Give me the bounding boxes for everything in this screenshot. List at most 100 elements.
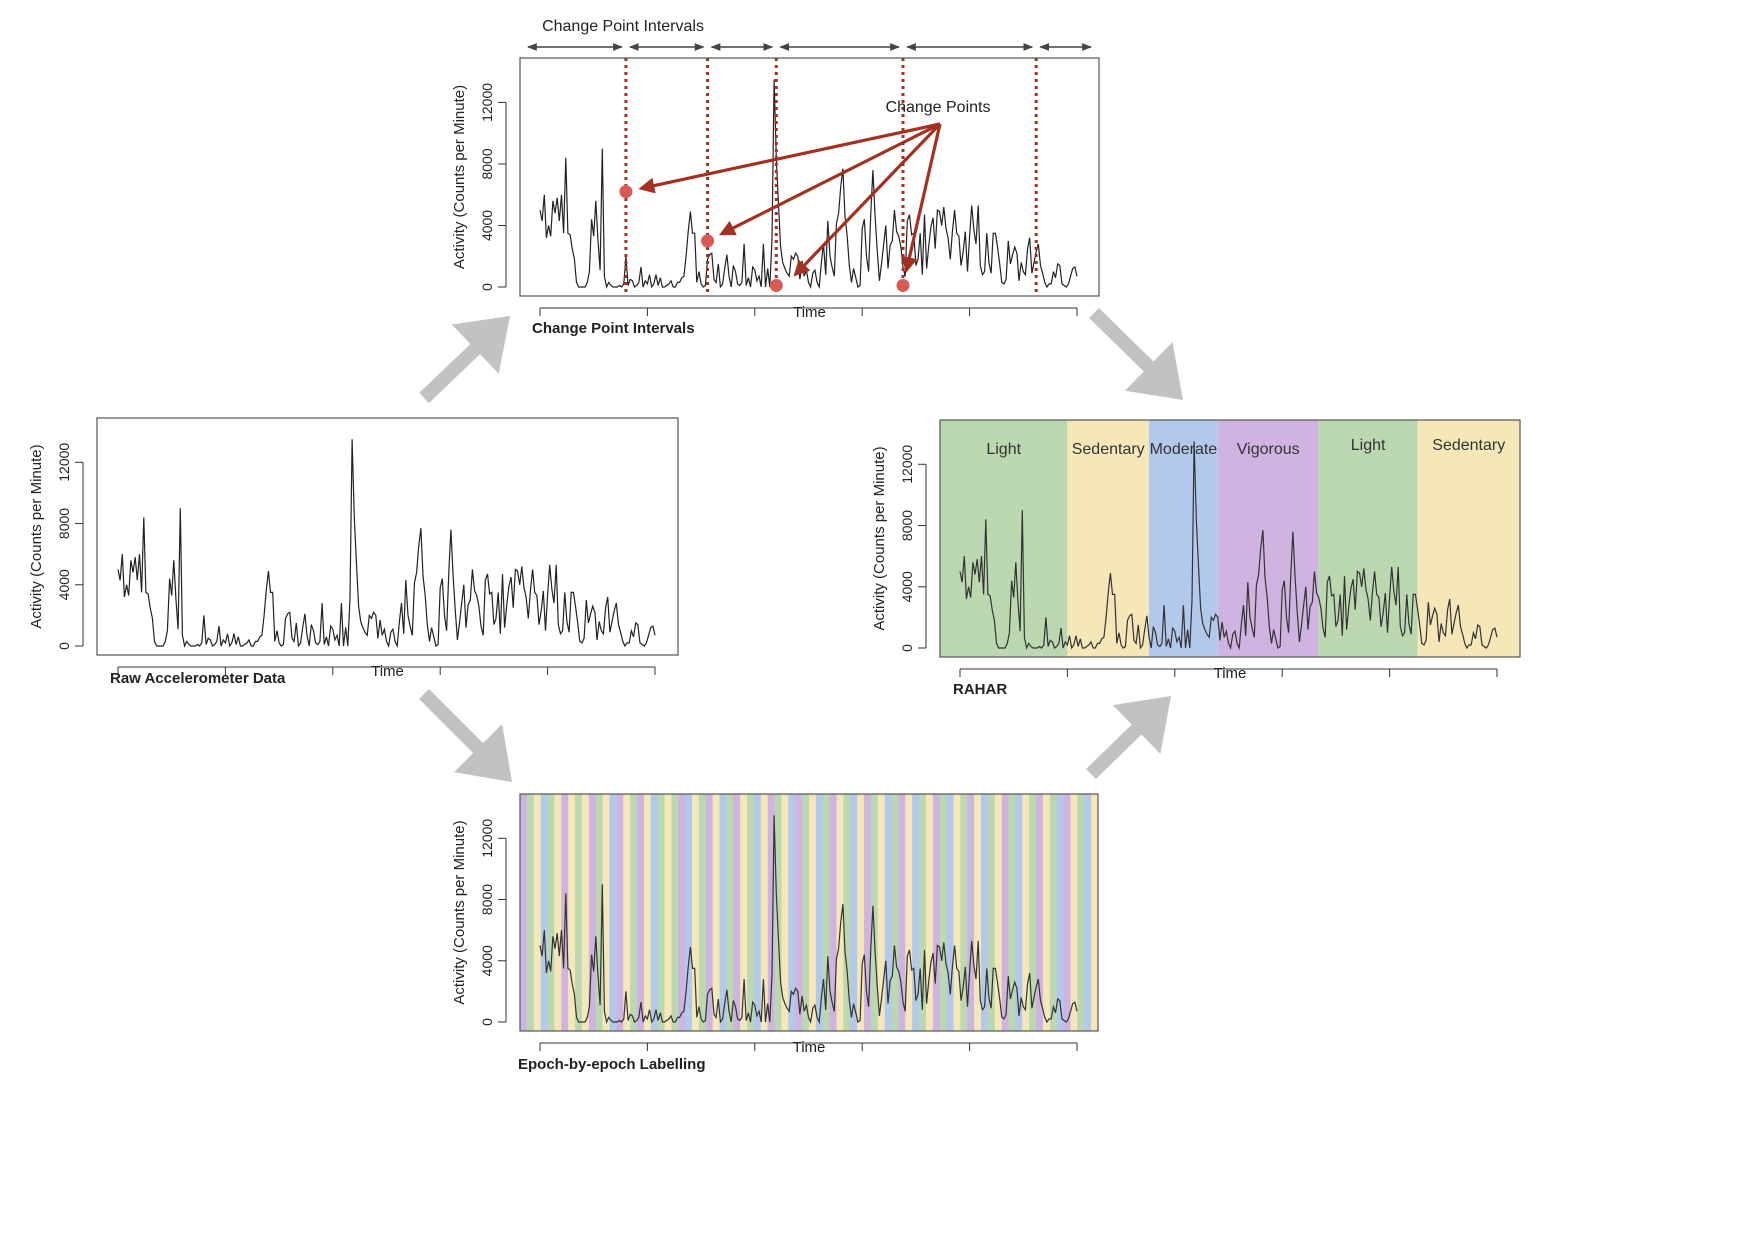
rahar-plot-frame [939, 419, 1521, 658]
epoch-band-light [891, 794, 900, 1031]
epoch-bands [520, 794, 1099, 1031]
epoch-band-sedentary [692, 794, 700, 1031]
flow-arrow-head [1112, 696, 1171, 754]
epoch-band-sedentary [809, 794, 817, 1031]
flow-arrow-head [454, 724, 512, 782]
epoch-band-sedentary [1022, 794, 1030, 1031]
flow-arrow-shaft [1089, 307, 1155, 373]
epoch-band-sedentary [568, 794, 576, 1031]
y-tick-label: 0 [479, 1018, 495, 1026]
y-tick-label: 12000 [479, 83, 495, 122]
epoch-caption: Epoch-by-epoch Labelling [518, 1056, 706, 1073]
epoch-band-sedentary [643, 794, 652, 1031]
epoch-band-light [1077, 794, 1085, 1031]
y-tick-label: 4000 [56, 569, 72, 600]
epoch-band-light [843, 794, 851, 1031]
epoch-band-sedentary [602, 794, 611, 1031]
segment-label-sedentary: Sedentary [1072, 441, 1145, 458]
epoch-band-vigorous [636, 794, 645, 1031]
epoch-band-vigorous [1063, 794, 1072, 1031]
y-tick-label: 12000 [56, 443, 72, 482]
band-light [1318, 420, 1418, 657]
epoch-y-axis-title: Activity (Counts per Minute) [451, 820, 468, 1004]
epoch-band-light [726, 794, 734, 1031]
epoch-band-moderate [788, 794, 796, 1031]
rahar-activity-line [959, 441, 1498, 651]
rahar-bands [940, 420, 1520, 657]
change-point-markers [619, 185, 910, 292]
change-point-pointer [793, 122, 942, 277]
epoch-band-sedentary [1091, 794, 1099, 1031]
epoch-band-light [987, 794, 996, 1031]
y-tick-label: 8000 [479, 884, 495, 915]
intervals-annotation: Change Point Intervals [542, 18, 704, 35]
epoch-band-light [671, 794, 679, 1031]
raw-x-axis-title: Time [371, 663, 404, 680]
raw-x-axis [117, 666, 656, 675]
raw-caption: Raw Accelerometer Data [110, 670, 286, 687]
epoch-band-moderate [1084, 794, 1092, 1031]
y-tick-label: 8000 [899, 510, 915, 541]
epoch-band-sedentary [664, 794, 672, 1031]
y-tick-label: 12000 [899, 445, 915, 484]
epoch-band-vigorous [932, 794, 941, 1031]
cpi-y-axis-title: Activity (Counts per Minute) [451, 85, 468, 269]
epoch-band-light [960, 794, 968, 1031]
rahar-y-axis-title: Activity (Counts per Minute) [871, 446, 888, 630]
epoch-band-light [1049, 794, 1058, 1031]
y-tick-label: 12000 [479, 819, 495, 858]
epoch-band-light [547, 794, 556, 1031]
epoch-band-moderate [753, 794, 762, 1031]
epoch-band-light [526, 794, 535, 1031]
cpi-y-axis: 0 4000 8000 12000 [479, 83, 507, 291]
segment-label-vigorous: Vigorous [1237, 441, 1300, 458]
rahar-y-axis: 0 4000 8000 12000 [899, 445, 927, 652]
epoch-band-vigorous [829, 794, 838, 1031]
epoch-band-sedentary [712, 794, 721, 1031]
segment-label-moderate: Moderate [1150, 441, 1218, 458]
epoch-band-vigorous [588, 794, 597, 1031]
epoch-band-moderate [685, 794, 693, 1031]
change-points-annotation: Change Points [886, 99, 991, 116]
cpi-x-axis [539, 307, 1078, 316]
y-tick-label: 4000 [899, 571, 915, 602]
flow-arrow-head [1124, 342, 1183, 400]
epoch-band-vigorous [967, 794, 975, 1031]
flow-arrow-shaft [1086, 723, 1143, 780]
epoch-band-light [822, 794, 831, 1031]
epoch-band-sedentary [877, 794, 886, 1031]
y-tick-label: 4000 [479, 210, 495, 241]
y-tick-label: 0 [56, 642, 72, 650]
change-point-pointer [901, 123, 942, 273]
epoch-band-sedentary [1042, 794, 1051, 1031]
rahar-caption: RAHAR [953, 681, 1007, 698]
rahar-x-axis [959, 668, 1498, 677]
epoch-band-vigorous [705, 794, 714, 1031]
y-tick-label: 0 [479, 283, 495, 291]
epoch-band-vigorous [520, 794, 528, 1031]
y-tick-label: 8000 [56, 508, 72, 539]
epoch-band-moderate [609, 794, 617, 1031]
epoch-band-vigorous [733, 794, 741, 1031]
epoch-band-light [657, 794, 666, 1031]
epoch-y-axis: 0 4000 8000 12000 [479, 819, 507, 1026]
epoch-band-sedentary [1070, 794, 1078, 1031]
change-point-panel: 0 4000 8000 12000 Change Point Intervals Ch… [451, 18, 1100, 337]
epoch-band-moderate [540, 794, 549, 1031]
rahar-segment-labels: Light Sedentary Moderate Vigorous Light Seden… [986, 437, 1505, 458]
rahar-x-axis-title: Time [1214, 665, 1247, 682]
epoch-band-light [630, 794, 638, 1031]
epoch-band-light [595, 794, 604, 1031]
raw-y-axis: 0 4000 8000 12000 [56, 443, 84, 650]
flow-arrow-cpi-to-rahar [1089, 307, 1183, 400]
flow-arrow-shaft [419, 342, 482, 404]
flow-arrow-epoch-to-rahar [1086, 696, 1171, 780]
cpi-activity-line [539, 79, 1078, 290]
epoch-band-sedentary [857, 794, 865, 1031]
epoch-band-light [1008, 794, 1017, 1031]
raw-activity-line [117, 439, 656, 649]
epoch-band-moderate [1056, 794, 1065, 1031]
epoch-band-vigorous [795, 794, 803, 1031]
raw-plot-frame [96, 417, 679, 656]
